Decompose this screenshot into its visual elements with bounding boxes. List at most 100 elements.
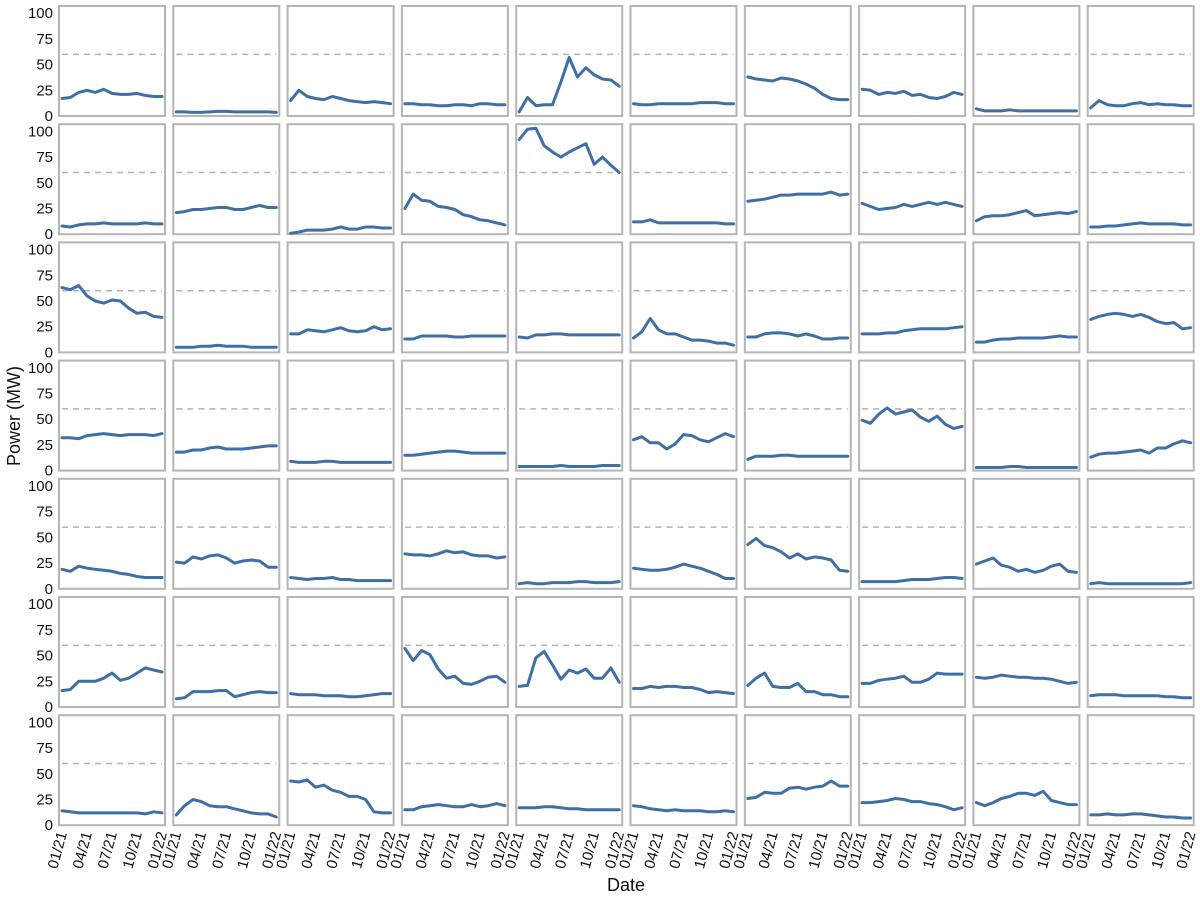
y-tick-label: 0 [45, 463, 53, 480]
panel-border [629, 241, 738, 354]
panel-6-8 [858, 596, 967, 708]
x-tick-label: 04/21 [184, 830, 210, 871]
series-line [289, 692, 393, 699]
panel-6-10 [1086, 596, 1195, 708]
panel-border [629, 123, 738, 236]
panel-4-2 [172, 359, 281, 472]
panel-4-7 [743, 359, 852, 472]
series-line [974, 107, 1078, 113]
panel-border [172, 714, 281, 827]
panel-6-2 [172, 596, 281, 708]
panel-border [286, 477, 395, 590]
x-tick-label: 01/22 [1173, 830, 1199, 871]
y-tick-label: 100 [28, 5, 53, 22]
series-line [860, 200, 964, 211]
series-line [60, 87, 164, 100]
series-line [403, 334, 507, 341]
panel-7-4 [400, 714, 509, 827]
y-axis-title: Power (MW) [4, 366, 24, 466]
series-line [60, 666, 164, 693]
x-tick-label: 04/21 [413, 830, 439, 871]
y-tick-label: 100 [28, 123, 53, 140]
x-tick-label: 07/21 [323, 830, 349, 871]
panel-6-7 [743, 596, 852, 708]
y-tick-label: 100 [28, 242, 53, 259]
panel-border [172, 5, 281, 117]
y-tick-label: 50 [36, 411, 53, 428]
panel-border [172, 359, 281, 472]
panel-2-8 [858, 123, 967, 236]
panel-border [972, 596, 1081, 708]
series-line [746, 779, 850, 800]
panel-border [1086, 477, 1195, 590]
y-tick-label: 75 [36, 504, 53, 521]
panel-1-7 [743, 5, 852, 117]
panel-5-10 [1086, 477, 1195, 590]
panel-border [58, 596, 166, 708]
panel-border [858, 241, 967, 354]
y-tick-label: 25 [36, 555, 53, 572]
x-tick-label: 04/21 [527, 830, 553, 871]
panel-border [286, 123, 395, 236]
panel-border [629, 477, 738, 590]
series-line [632, 317, 735, 347]
panel-border [743, 359, 852, 472]
panel-border [400, 123, 509, 236]
panel-5-6 [629, 477, 738, 590]
panel-border [743, 596, 852, 708]
y-tick-label: 50 [36, 648, 53, 665]
x-tick-label: 04/21 [870, 830, 896, 871]
panel-border [629, 596, 738, 708]
panel-5-3 [286, 477, 395, 590]
y-tick-label: 0 [45, 699, 53, 716]
y-tick-label: 50 [36, 766, 53, 783]
series-line [174, 798, 278, 819]
panel-border [743, 714, 852, 827]
y-tick-label: 25 [36, 437, 53, 454]
series-line [174, 343, 278, 349]
panel-1-2 [172, 5, 281, 117]
series-line [632, 804, 735, 814]
series-line [1089, 439, 1193, 459]
series-line [860, 576, 964, 584]
panel-border [1086, 714, 1195, 827]
x-tick-label: 04/21 [70, 830, 96, 871]
series-line [860, 87, 964, 100]
panel-7-8 [858, 714, 967, 827]
series-line [974, 789, 1078, 808]
panel-5-4 [400, 477, 509, 590]
panel-3-5 [515, 241, 624, 354]
panel-7-2 [172, 714, 281, 827]
series-line [289, 576, 393, 583]
panel-2-6 [629, 123, 738, 236]
x-tick-label: 07/21 [666, 830, 692, 871]
panel-1-10 [1086, 5, 1195, 117]
series-line [174, 203, 278, 215]
panel-2-10 [1086, 123, 1195, 236]
series-line [1089, 311, 1193, 331]
panel-5-5 [515, 477, 624, 590]
panel-border [1086, 5, 1195, 117]
y-tick-label: 25 [36, 200, 53, 217]
series-line [632, 218, 735, 226]
panel-6-5 [515, 596, 624, 708]
panel-3-6 [629, 241, 738, 354]
y-tick-label: 75 [36, 385, 53, 402]
y-tick-label: 50 [36, 293, 53, 310]
series-line [746, 536, 850, 573]
panel-2-1 [58, 123, 166, 236]
y-tick-label: 75 [36, 622, 53, 639]
panel-2-3 [286, 123, 395, 236]
x-tick-label: 07/21 [552, 830, 578, 871]
series-line [289, 459, 393, 464]
panel-border [1086, 123, 1195, 236]
series-line [403, 102, 507, 108]
panel-border [515, 123, 624, 236]
panel-7-10 [1086, 714, 1195, 827]
panel-7-7 [743, 714, 852, 827]
panel-border [858, 596, 967, 708]
y-tick-label: 75 [36, 267, 53, 284]
panel-2-7 [743, 123, 852, 236]
panel-border [1086, 596, 1195, 708]
series-line [632, 562, 735, 580]
